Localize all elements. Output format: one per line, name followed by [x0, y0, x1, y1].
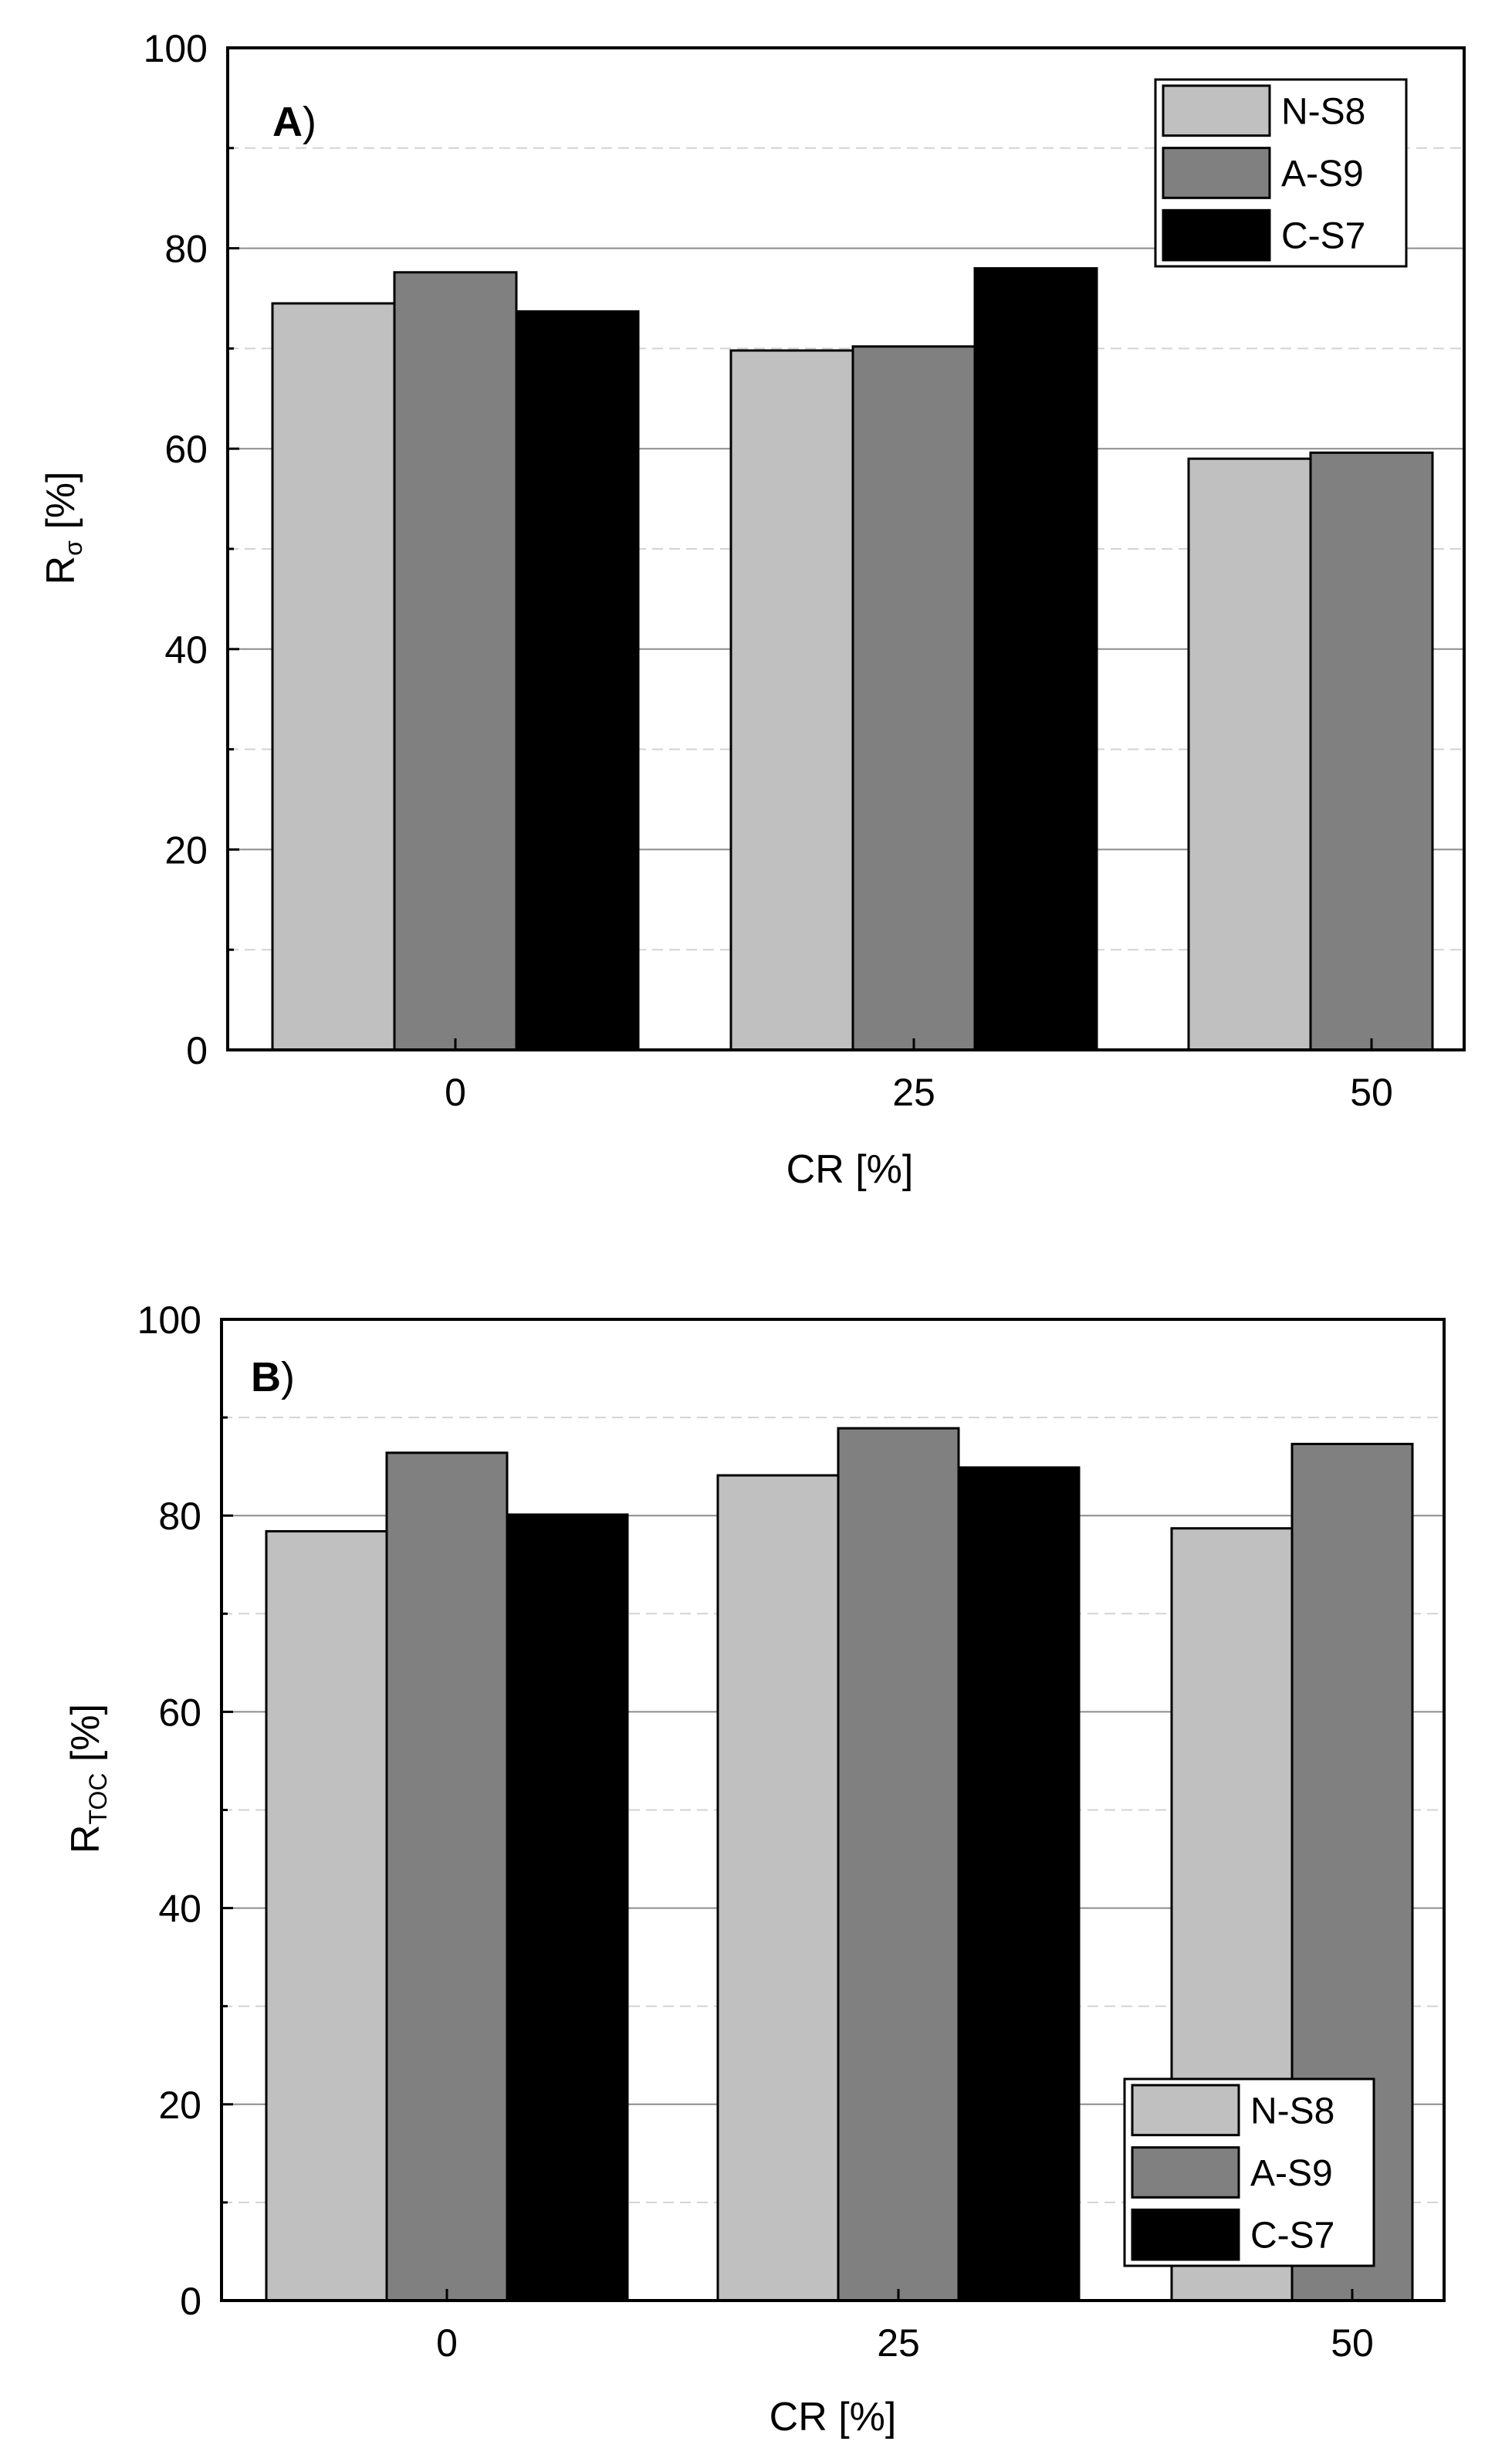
panel-letter: A — [272, 99, 303, 145]
bars — [271, 267, 1434, 1051]
y-tick-label: 20 — [158, 2084, 201, 2127]
x-axis-label: CR [%] — [770, 2395, 897, 2440]
y-tick-label: 80 — [164, 228, 208, 271]
y-tick-label: 100 — [144, 27, 208, 70]
y-tick-label: 0 — [180, 2280, 201, 2323]
x-axis-ticks: 0 25 50 — [436, 2289, 1374, 2365]
bar-a-s9-cr-0 — [393, 271, 518, 1051]
bar-c-s7-cr-25 — [957, 1466, 1081, 2302]
legend-label: C-S7 — [1281, 216, 1365, 257]
x-axis-ticks: 0 25 50 — [445, 1038, 1393, 1114]
bar-a-s9-cr-50 — [1309, 451, 1434, 1051]
legend-item-n-s8: N-S8 — [1162, 84, 1365, 137]
chart-panel-a: 0 20 40 60 80 100 0 25 50 A) CR [%] Rσ [%] N-S8… — [39, 27, 1466, 1192]
legend-label: N-S8 — [1250, 2091, 1334, 2131]
x-tick-label: 50 — [1350, 1071, 1393, 1114]
legend: N-S8 A-S9 C-S7 — [1154, 78, 1408, 268]
legend-item-c-s7: C-S7 — [1131, 2208, 1334, 2261]
bar-c-s7-cr-25 — [973, 267, 1098, 1051]
y-tick-label: 60 — [158, 1691, 201, 1734]
panel-paren: ) — [281, 1354, 295, 1400]
y-axis-label-main: R — [39, 556, 83, 585]
y-tick-label: 60 — [164, 428, 208, 471]
legend-item-n-s8: N-S8 — [1131, 2084, 1334, 2137]
bar-n-s8-cr-50 — [1187, 457, 1312, 1051]
y-tick-label: 40 — [164, 628, 208, 672]
bar-n-s8-cr-25 — [729, 349, 854, 1051]
legend: N-S8 A-S9 C-S7 — [1123, 2077, 1375, 2267]
panel-letter: B — [251, 1354, 281, 1400]
legend-swatch — [1131, 2084, 1240, 2137]
x-tick-label: 25 — [892, 1071, 935, 1114]
legend-swatch — [1162, 147, 1271, 199]
legend-label: N-S8 — [1281, 91, 1365, 132]
panel-label: B) — [251, 1354, 295, 1400]
y-tick-label: 0 — [186, 1029, 208, 1072]
legend-label: C-S7 — [1250, 2216, 1334, 2257]
chart-panel-b: 0 20 40 60 80 100 0 25 50 B) CR [%] RTOC [%] N-… — [63, 1298, 1446, 2440]
bar-a-s9-cr-25 — [837, 1427, 960, 2302]
y-axis-label-main: R — [63, 1824, 108, 1854]
bar-a-s9-cr-25 — [851, 345, 976, 1051]
bar-n-s8-cr-25 — [716, 1474, 840, 2302]
bar-n-s8-cr-0 — [271, 302, 396, 1051]
panel-label: A) — [272, 99, 316, 145]
x-axis-label: CR [%] — [786, 1147, 914, 1192]
bar-a-s9-cr-0 — [385, 1451, 509, 2302]
legend-item-a-s9: A-S9 — [1131, 2146, 1333, 2199]
x-tick-label: 50 — [1331, 2321, 1374, 2365]
y-tick-label: 80 — [158, 1495, 201, 1538]
y-tick-label: 40 — [158, 1888, 201, 1931]
legend-swatch — [1131, 2208, 1240, 2261]
y-axis-label: Rσ [%] — [39, 472, 87, 585]
x-tick-label: 0 — [445, 1071, 466, 1114]
bar-c-s7-cr-0 — [506, 1513, 629, 2302]
y-axis-ticks: 0 20 40 60 80 100 — [137, 1298, 233, 2323]
legend-swatch — [1162, 208, 1271, 262]
y-axis-label: RTOC [%] — [63, 1704, 112, 1854]
legend-label: A-S9 — [1250, 2153, 1333, 2194]
legend-swatch — [1162, 84, 1271, 137]
y-tick-label: 20 — [164, 828, 208, 872]
y-axis-ticks: 0 20 40 60 80 100 — [144, 27, 239, 1072]
panel-paren: ) — [303, 99, 316, 145]
x-tick-label: 25 — [877, 2321, 920, 2365]
legend-label: A-S9 — [1281, 154, 1364, 195]
legend-swatch — [1131, 2146, 1240, 2199]
legend-item-a-s9: A-S9 — [1162, 147, 1364, 199]
bar-c-s7-cr-0 — [515, 310, 640, 1051]
y-axis-label-tail: [%] — [39, 472, 83, 541]
y-axis-label-sub: σ — [59, 540, 87, 556]
y-axis-label-sub: TOC — [84, 1773, 112, 1825]
bar-n-s8-cr-0 — [265, 1530, 388, 2302]
legend-item-c-s7: C-S7 — [1162, 208, 1365, 262]
x-tick-label: 0 — [436, 2321, 458, 2365]
y-tick-label: 100 — [137, 1298, 201, 1342]
y-axis-label-tail: [%] — [63, 1704, 108, 1773]
